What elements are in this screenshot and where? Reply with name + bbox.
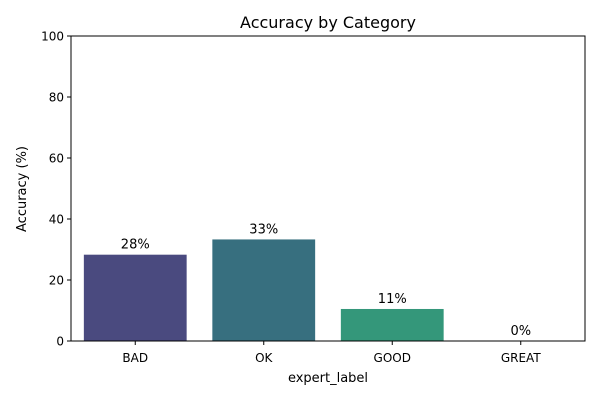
x-tick-label: OK bbox=[255, 351, 273, 365]
x-tick-label: BAD bbox=[122, 351, 148, 365]
bar-value-label: 33% bbox=[249, 222, 278, 237]
bar-good bbox=[340, 308, 444, 341]
plot-frame bbox=[70, 35, 586, 342]
y-tick-label: 20 bbox=[49, 274, 64, 288]
y-axis-label: Accuracy (%) bbox=[15, 146, 30, 232]
bars-layer: 28% 33% 11% 0% bbox=[83, 222, 531, 341]
bar-value-label: 28% bbox=[121, 238, 150, 253]
bar-bad bbox=[83, 254, 187, 341]
bar-value-label: 0% bbox=[510, 324, 531, 339]
bar-ok bbox=[212, 239, 316, 341]
y-tick-label: 0 bbox=[56, 335, 64, 349]
y-tick-label: 100 bbox=[41, 30, 64, 44]
x-tick-label: GOOD bbox=[374, 351, 411, 365]
y-tick-label: 40 bbox=[49, 213, 64, 227]
y-tick-label: 80 bbox=[49, 91, 64, 105]
bar-value-label: 11% bbox=[378, 292, 407, 307]
x-axis-label: expert_label bbox=[288, 371, 368, 386]
axes-layer: BAD OK GOOD GREAT 0 20 40 60 80 100 bbox=[41, 30, 541, 366]
x-tick-label: GREAT bbox=[501, 351, 541, 365]
y-tick-label: 60 bbox=[49, 152, 64, 166]
chart-title: Accuracy by Category bbox=[240, 13, 416, 32]
